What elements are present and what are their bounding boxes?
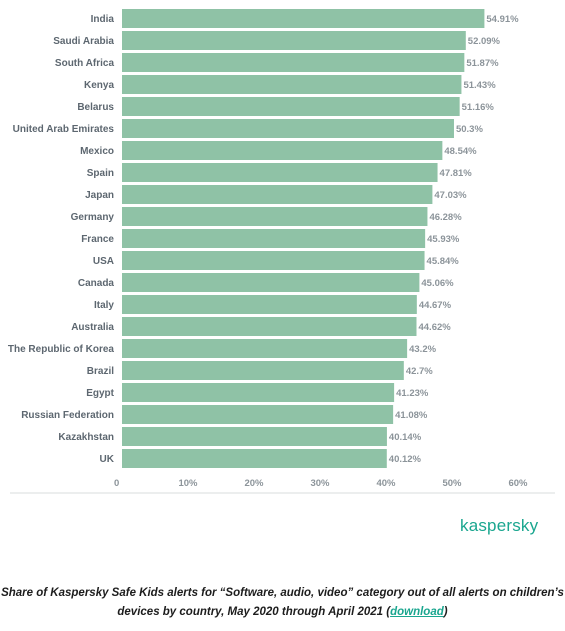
bar-belarus <box>122 97 460 116</box>
category-label: Italy <box>94 300 114 311</box>
category-label: Egypt <box>86 388 114 399</box>
category-label: The Republic of Korea <box>8 344 115 355</box>
category-label: Spain <box>87 168 114 179</box>
x-tick-label: 20% <box>244 478 264 489</box>
x-tick-label: 10% <box>178 478 198 489</box>
value-label: 45.93% <box>427 234 460 245</box>
category-label: Germany <box>71 212 115 223</box>
x-tick-label: 40% <box>376 478 396 489</box>
bar-usa <box>122 251 425 270</box>
value-label: 47.03% <box>434 190 467 201</box>
download-link[interactable]: download <box>390 606 444 618</box>
value-label: 44.67% <box>419 300 452 311</box>
bar-brazil <box>122 361 404 380</box>
bar-spain <box>122 163 438 182</box>
bar-egypt <box>122 383 395 402</box>
value-label: 51.87% <box>466 58 499 69</box>
caption-text: Share of Kaspersky Safe Kids alerts for … <box>1 587 564 618</box>
value-label: 44.62% <box>418 322 451 333</box>
value-labels: 54.91% 52.09% 51.87% 51.43% 51.16% 50.3% 48.54… <box>389 14 519 465</box>
bar-the-republic-of-korea <box>122 339 408 358</box>
kaspersky-logo: kaspersky <box>460 516 539 535</box>
bar-saudi-arabia <box>122 31 466 50</box>
bar-kenya <box>122 75 462 94</box>
caption-close: ) <box>443 606 448 618</box>
x-tick-label: 30% <box>310 478 330 489</box>
bar-mexico <box>122 141 443 160</box>
category-label: India <box>91 14 115 25</box>
value-label: 43.2% <box>409 344 436 355</box>
bar-germany <box>122 207 428 226</box>
bar-russian-federation <box>122 405 394 424</box>
category-label: Australia <box>71 322 114 333</box>
bar-chart: India Saudi Arabia South Africa Kenya Belaru… <box>8 9 555 494</box>
x-tick-label: 0 <box>114 478 119 489</box>
x-tick-label: 60% <box>508 478 528 489</box>
category-label: United Arab Emirates <box>13 124 115 135</box>
category-label: Russian Federation <box>21 410 114 421</box>
value-label: 46.28% <box>429 212 462 223</box>
x-tick-label: 50% <box>442 478 462 489</box>
bar-india <box>122 9 485 28</box>
value-label: 48.54% <box>444 146 477 157</box>
bar-canada <box>122 273 420 292</box>
bar-italy <box>122 295 417 314</box>
category-labels: India Saudi Arabia South Africa Kenya Belaru… <box>8 14 115 465</box>
category-label: Mexico <box>80 146 114 157</box>
value-label: 47.81% <box>440 168 473 179</box>
category-label: Kazakhstan <box>58 432 114 443</box>
category-label: USA <box>93 256 114 267</box>
value-label: 51.16% <box>462 102 495 113</box>
category-label: Brazil <box>87 366 114 377</box>
bars <box>122 9 485 468</box>
category-label: UK <box>100 454 115 465</box>
category-label: South Africa <box>55 58 115 69</box>
bar-australia <box>122 317 417 336</box>
value-label: 41.08% <box>395 410 428 421</box>
value-label: 40.14% <box>389 432 422 443</box>
value-label: 40.12% <box>389 454 422 465</box>
bar-south-africa <box>122 53 465 72</box>
category-label: Japan <box>85 190 114 201</box>
category-label: Canada <box>78 278 115 289</box>
category-label: Belarus <box>77 102 114 113</box>
category-label: Saudi Arabia <box>53 36 114 47</box>
value-label: 42.7% <box>406 366 433 377</box>
category-label: France <box>81 234 114 245</box>
value-label: 45.06% <box>421 278 454 289</box>
chart-caption: Share of Kaspersky Safe Kids alerts for … <box>0 584 565 622</box>
value-label: 41.23% <box>396 388 429 399</box>
value-label: 51.43% <box>463 80 496 91</box>
bar-united-arab-emirates <box>122 119 454 138</box>
x-axis-ticks: 0 10% 20% 30% 40% 50% 60% <box>114 478 528 489</box>
bar-uk <box>122 449 387 468</box>
value-label: 45.84% <box>427 256 460 267</box>
bar-japan <box>122 185 433 204</box>
bar-kazakhstan <box>122 427 387 446</box>
value-label: 50.3% <box>456 124 483 135</box>
category-label: Kenya <box>84 80 114 91</box>
bar-france <box>122 229 426 248</box>
value-label: 52.09% <box>468 36 501 47</box>
value-label: 54.91% <box>486 14 519 25</box>
